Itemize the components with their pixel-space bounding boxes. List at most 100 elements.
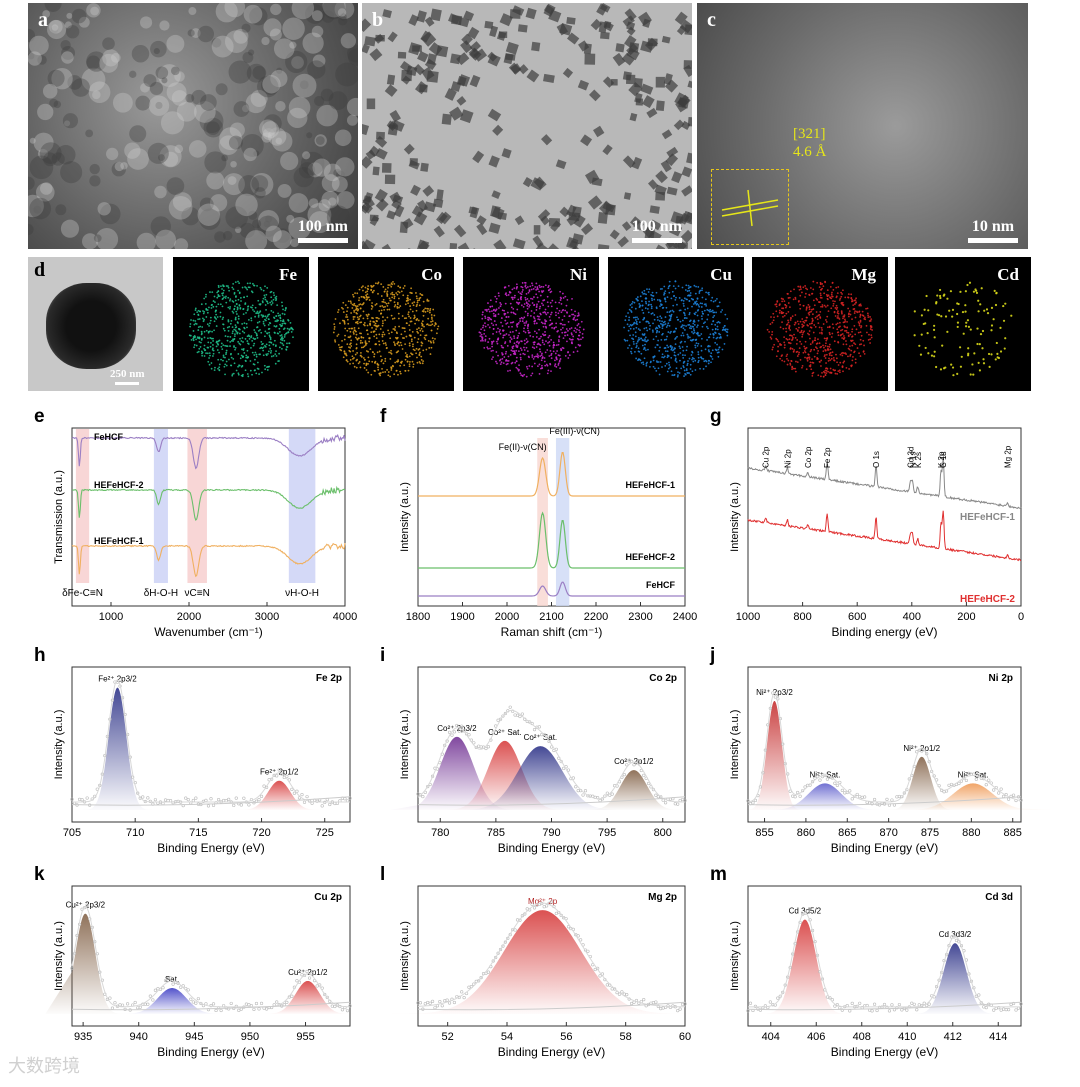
data-point — [835, 783, 839, 788]
data-point — [418, 1001, 423, 1005]
data-point — [532, 727, 537, 732]
eds-dots — [913, 281, 1013, 377]
data-point — [877, 803, 882, 807]
x-axis-label: Wavenumber (cm⁻¹) — [154, 625, 263, 639]
peak-fill — [909, 943, 1001, 1014]
data-point — [915, 1008, 919, 1012]
data-point — [870, 802, 874, 806]
data-point — [219, 1008, 223, 1013]
data-point — [460, 990, 464, 994]
eds-element-label: Cu — [710, 265, 732, 284]
data-point — [477, 979, 481, 983]
series-label: HEFeHCF-2 — [94, 480, 144, 490]
chart-title: Co 2p — [649, 673, 677, 684]
data-point — [768, 1000, 772, 1004]
peak-label: Mg²⁺ 2p — [528, 897, 558, 906]
chart-m: 404 406 408 410 412 414 Binding Energy (eV) Int… — [710, 864, 1023, 1059]
data-point — [168, 798, 173, 803]
data-point — [637, 760, 641, 764]
x-tick-label: 410 — [898, 1031, 916, 1043]
peak-fill — [759, 919, 851, 1014]
plot-frame — [417, 885, 686, 1027]
data-point — [830, 776, 834, 780]
band-label: νC≡N — [185, 588, 210, 599]
x-tick-label: 935 — [74, 1031, 92, 1043]
data-point — [562, 766, 566, 770]
data-point — [186, 988, 190, 992]
data-point — [196, 997, 200, 1001]
data-point — [532, 906, 537, 910]
peak-fill — [233, 780, 325, 810]
data-point — [163, 798, 168, 802]
data-point — [872, 797, 877, 802]
data-point — [348, 1004, 352, 1008]
data-point — [290, 787, 294, 791]
data-point — [974, 777, 978, 781]
data-point — [340, 1008, 345, 1012]
panel-letter: l — [380, 864, 385, 885]
data-point — [320, 804, 324, 808]
data-point — [227, 797, 231, 801]
series-line — [418, 511, 685, 569]
series-line — [418, 452, 685, 497]
data-point — [343, 797, 347, 801]
data-point — [254, 1001, 259, 1006]
peak-label: Co²⁺ Sat. — [524, 733, 558, 742]
chart-title: Mg 2p — [648, 892, 677, 903]
scale-bar: 250 nm — [110, 368, 145, 385]
data-point — [310, 972, 314, 976]
data-point — [997, 791, 1001, 795]
x-tick-label: 400 — [903, 611, 921, 623]
chart-e: 1000 2000 3000 4000 Wavenumber (cm⁻¹) Transmi… — [34, 406, 357, 639]
data-point — [676, 802, 680, 806]
data-point — [450, 733, 454, 737]
data-point — [206, 804, 211, 808]
x-tick-label: 1000 — [736, 611, 760, 623]
eds-dots — [332, 281, 440, 378]
y-axis-label: Transmission (a.u.) — [53, 470, 65, 564]
data-point — [216, 798, 221, 802]
x-tick-label: 785 — [487, 827, 505, 839]
data-point — [222, 798, 226, 803]
series-line — [747, 510, 1022, 562]
data-point — [305, 969, 309, 974]
peak-label: C 1s — [939, 452, 948, 468]
data-point — [825, 777, 830, 781]
data-point — [445, 998, 449, 1002]
x-tick-label: 2200 — [584, 611, 608, 623]
background-line — [71, 796, 351, 806]
data-point — [455, 723, 459, 728]
background-line — [747, 1001, 1022, 1011]
data-point — [798, 794, 802, 798]
x-tick-label: 950 — [241, 1031, 259, 1043]
data-point — [191, 1000, 195, 1004]
data-point — [80, 798, 84, 802]
data-point — [905, 1008, 909, 1012]
data-point — [620, 990, 624, 994]
data-point — [678, 1007, 682, 1011]
x-tick-label: 1800 — [406, 611, 430, 623]
peak-label: Ni 2p — [783, 449, 792, 468]
data-point — [146, 1002, 150, 1006]
data-point — [315, 984, 319, 988]
data-point — [77, 797, 82, 801]
data-point — [872, 1002, 877, 1006]
data-point — [433, 1006, 437, 1010]
x-tick-label: 404 — [762, 1031, 780, 1043]
data-point — [954, 938, 959, 942]
data-point — [838, 1006, 842, 1010]
data-point — [654, 793, 658, 797]
data-point — [987, 778, 991, 782]
data-point — [605, 791, 609, 795]
data-point — [501, 714, 505, 718]
data-point — [999, 787, 1003, 791]
series-line — [747, 457, 1022, 509]
data-point — [1006, 1008, 1011, 1012]
data-point — [922, 748, 926, 752]
y-axis-label: Intensity (a.u.) — [53, 710, 65, 780]
data-point — [530, 902, 534, 906]
data-point — [840, 1008, 844, 1012]
panel-letter: d — [34, 259, 46, 281]
data-point — [457, 729, 461, 733]
data-point — [922, 1001, 926, 1005]
